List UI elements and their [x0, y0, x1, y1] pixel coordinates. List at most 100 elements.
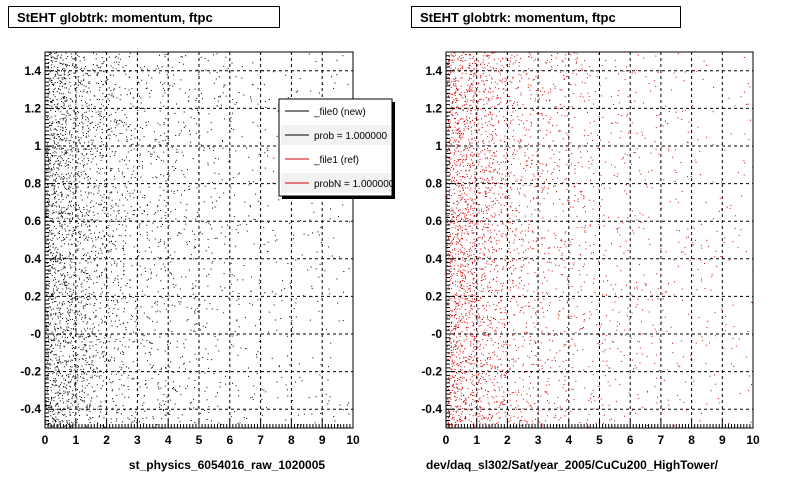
scatter-point	[180, 233, 182, 235]
scatter-point	[49, 265, 51, 267]
scatter-point	[77, 311, 79, 313]
scatter-point	[447, 398, 449, 400]
scatter-point	[85, 174, 87, 176]
scatter-point	[61, 86, 63, 88]
scatter-point	[338, 320, 340, 322]
scatter-point	[472, 84, 474, 86]
scatter-point	[81, 365, 83, 367]
scatter-point	[297, 424, 299, 426]
scatter-point	[193, 247, 195, 249]
scatter-point	[464, 314, 466, 316]
scatter-point	[84, 345, 86, 347]
scatter-point	[194, 218, 196, 220]
scatter-point	[465, 69, 467, 71]
scatter-point	[72, 159, 74, 161]
scatter-point	[84, 396, 85, 398]
scatter-point	[106, 206, 108, 208]
scatter-point	[62, 67, 64, 69]
scatter-point	[137, 296, 139, 297]
scatter-point	[273, 304, 275, 306]
scatter-point	[54, 82, 56, 83]
scatter-point	[55, 138, 57, 139]
scatter-point	[274, 319, 276, 321]
scatter-point	[448, 141, 450, 143]
scatter-point	[70, 85, 72, 87]
scatter-point	[70, 402, 72, 404]
scatter-point	[76, 67, 78, 68]
scatter-point	[454, 308, 455, 310]
scatter-point	[85, 344, 87, 346]
scatter-point	[47, 387, 49, 389]
scatter-point	[50, 175, 52, 177]
scatter-point	[136, 159, 138, 161]
scatter-point	[193, 118, 195, 119]
scatter-point	[53, 225, 55, 227]
scatter-point	[79, 236, 80, 238]
scatter-point	[65, 58, 67, 59]
scatter-point	[221, 423, 223, 425]
scatter-point	[89, 297, 91, 299]
scatter-point	[454, 85, 456, 87]
scatter-point	[52, 173, 54, 175]
scatter-point	[78, 336, 80, 338]
scatter-point	[122, 194, 123, 196]
scatter-point	[175, 218, 177, 220]
scatter-point	[143, 136, 145, 138]
scatter-point	[473, 367, 474, 369]
scatter-point	[65, 115, 67, 117]
scatter-point	[460, 95, 462, 97]
scatter-point	[52, 185, 54, 187]
scatter-point	[473, 343, 475, 345]
scatter-point	[69, 311, 71, 313]
scatter-point	[312, 357, 314, 359]
scatter-point	[468, 170, 470, 172]
scatter-point	[68, 142, 70, 144]
scatter-point	[62, 59, 64, 61]
scatter-point	[86, 350, 88, 352]
scatter-point	[110, 167, 112, 169]
scatter-point	[55, 323, 57, 325]
scatter-point	[116, 263, 118, 265]
scatter-point	[77, 373, 78, 375]
scatter-point	[470, 305, 472, 307]
scatter-point	[97, 371, 99, 373]
scatter-point	[54, 297, 56, 299]
scatter-point	[99, 98, 100, 100]
scatter-point	[69, 302, 71, 303]
scatter-point	[123, 270, 125, 271]
scatter-point	[67, 343, 69, 344]
scatter-point	[121, 351, 123, 353]
scatter-point	[49, 77, 51, 79]
scatter-point	[69, 381, 71, 383]
scatter-point	[52, 221, 54, 223]
scatter-point	[118, 64, 120, 66]
scatter-point	[117, 347, 119, 349]
scatter-point	[449, 234, 451, 236]
scatter-point	[450, 110, 452, 112]
scatter-point	[69, 291, 71, 292]
scatter-point	[71, 299, 73, 301]
scatter-point	[452, 377, 454, 378]
scatter-point	[73, 424, 75, 426]
scatter-point	[466, 204, 468, 206]
scatter-point	[86, 408, 88, 410]
scatter-point	[69, 318, 71, 320]
scatter-point	[78, 139, 80, 141]
scatter-point	[50, 415, 52, 417]
scatter-point	[194, 380, 196, 381]
scatter-point	[227, 224, 228, 226]
scatter-point	[234, 331, 236, 333]
y-tick-label: -0.4	[20, 402, 41, 416]
scatter-point	[197, 311, 199, 313]
scatter-point	[67, 218, 69, 220]
scatter-point	[125, 197, 127, 199]
scatter-point	[143, 312, 145, 314]
scatter-point	[232, 382, 233, 384]
scatter-point	[281, 376, 283, 378]
scatter-point	[317, 300, 319, 302]
scatter-point	[450, 279, 451, 281]
scatter-point	[455, 80, 456, 82]
scatter-point	[51, 383, 53, 385]
scatter-point	[454, 192, 456, 194]
scatter-point	[137, 345, 139, 347]
